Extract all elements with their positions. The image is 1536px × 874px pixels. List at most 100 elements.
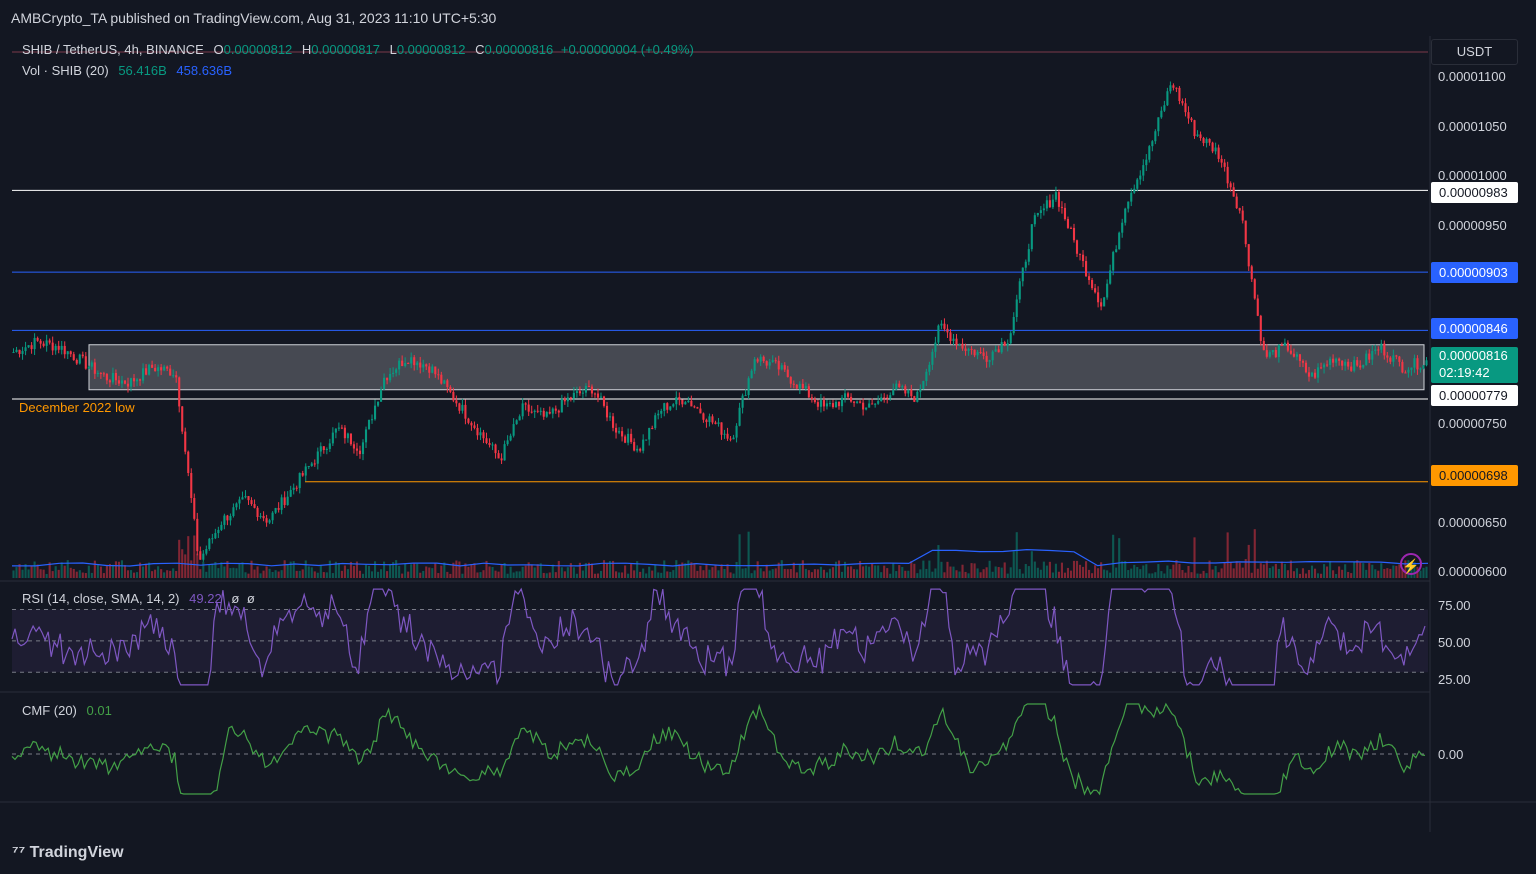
- candle-body: [1344, 361, 1347, 366]
- candle-body: [798, 383, 801, 389]
- candle-body: [1118, 232, 1121, 250]
- candle-body: [316, 451, 319, 464]
- candle-body: [1033, 215, 1036, 225]
- candle-body: [295, 487, 298, 489]
- volume-bar: [1380, 563, 1383, 578]
- current-price: 0.00000816: [1439, 348, 1508, 363]
- volume-bar: [154, 569, 157, 578]
- volume-bar: [247, 573, 250, 578]
- candle-body: [738, 407, 741, 426]
- candle-body: [166, 366, 169, 369]
- candle-body: [627, 433, 630, 443]
- volume-bar: [160, 569, 163, 578]
- candle-body: [575, 391, 578, 393]
- candle-body: [527, 404, 530, 412]
- volume-bar: [675, 560, 678, 578]
- volume-bar: [42, 569, 45, 578]
- candle-body: [1012, 317, 1015, 334]
- candle-body: [750, 370, 753, 379]
- candle-body: [404, 363, 407, 367]
- volume-bar: [1151, 573, 1154, 578]
- volume-bar: [798, 564, 801, 578]
- volume-bar: [807, 570, 810, 578]
- candle-body: [1416, 358, 1419, 370]
- candle-body: [69, 351, 72, 355]
- current-price-badge: 0.00000816 02:19:42: [1431, 347, 1518, 383]
- candle-body: [509, 435, 512, 441]
- candle-body: [702, 413, 705, 420]
- candle-body: [1133, 188, 1136, 193]
- currency-label[interactable]: USDT: [1431, 39, 1518, 65]
- candle-body: [506, 440, 509, 445]
- candle-body: [639, 448, 642, 451]
- volume-bar: [602, 560, 606, 578]
- volume-bar: [401, 573, 404, 578]
- candle-body: [1145, 159, 1148, 166]
- volume-bar: [943, 572, 946, 578]
- candle-body: [78, 354, 81, 364]
- volume-bar: [518, 571, 521, 578]
- candle-body: [1205, 138, 1208, 144]
- volume-bar: [386, 571, 389, 578]
- tradingview-logo[interactable]: ⁷⁷ TradingView: [12, 844, 124, 862]
- candle-body: [1338, 358, 1341, 361]
- volume-bar: [747, 531, 750, 578]
- tv-mark-icon: ⁷⁷: [12, 844, 30, 861]
- volume-bar: [708, 569, 711, 578]
- bar-countdown: 02:19:42: [1439, 365, 1490, 380]
- candle-body: [1130, 192, 1133, 202]
- candle-body: [669, 406, 672, 410]
- candle-body: [1419, 368, 1422, 370]
- volume-bar: [262, 570, 265, 578]
- candle-body: [226, 515, 229, 521]
- candle-body: [135, 379, 139, 382]
- candle-body: [720, 422, 723, 435]
- volume-bar: [319, 565, 322, 578]
- candle-body: [419, 362, 422, 368]
- volume-bar: [1244, 559, 1247, 578]
- candle-body: [319, 446, 322, 452]
- volume-bar: [455, 560, 458, 578]
- candle-body: [539, 410, 542, 412]
- chart-area[interactable]: SHIB / TetherUS, 4h, BINANCE O0.00000812…: [0, 36, 1536, 859]
- candle-body: [593, 393, 597, 395]
- candle-body: [1039, 210, 1042, 213]
- volume-bar: [337, 562, 340, 578]
- candle-body: [846, 393, 850, 397]
- lightning-icon[interactable]: ⚡: [1400, 553, 1422, 575]
- low-value: 0.00000812: [396, 42, 466, 57]
- chart-svg[interactable]: [0, 36, 1536, 832]
- candle-body: [642, 439, 645, 451]
- candle-body: [1332, 358, 1335, 363]
- volume-bar: [687, 560, 690, 578]
- volume-bar: [172, 568, 175, 578]
- candle-body: [1106, 283, 1109, 298]
- volume-bar: [822, 569, 825, 578]
- candle-body: [1006, 343, 1009, 346]
- volume-bar: [684, 563, 687, 578]
- volume-bar: [446, 571, 449, 578]
- volume-bar: [979, 572, 982, 578]
- candle-body: [307, 465, 310, 467]
- candle-body: [1335, 358, 1338, 363]
- candle-body: [494, 444, 497, 454]
- candle-body: [871, 403, 874, 405]
- volume-bar: [259, 573, 262, 578]
- volume-bar: [521, 566, 524, 578]
- candle-body: [1196, 134, 1199, 137]
- candle-body: [584, 385, 587, 393]
- volume-bar: [1301, 568, 1305, 578]
- support-zone-box: [88, 344, 1425, 391]
- volume-bar: [1000, 567, 1003, 578]
- candle-body: [1051, 199, 1054, 208]
- volume-bar: [1181, 570, 1184, 578]
- candle-body: [289, 489, 292, 497]
- volume-bar: [416, 563, 419, 578]
- candle-body: [1283, 342, 1286, 346]
- candle-body: [611, 416, 615, 428]
- volume-bar: [24, 564, 27, 578]
- volume-bar: [413, 563, 416, 578]
- symbol-label: SHIB / TetherUS, 4h, BINANCE: [22, 42, 204, 57]
- volume-bar: [123, 565, 127, 578]
- volume-bar: [557, 560, 560, 578]
